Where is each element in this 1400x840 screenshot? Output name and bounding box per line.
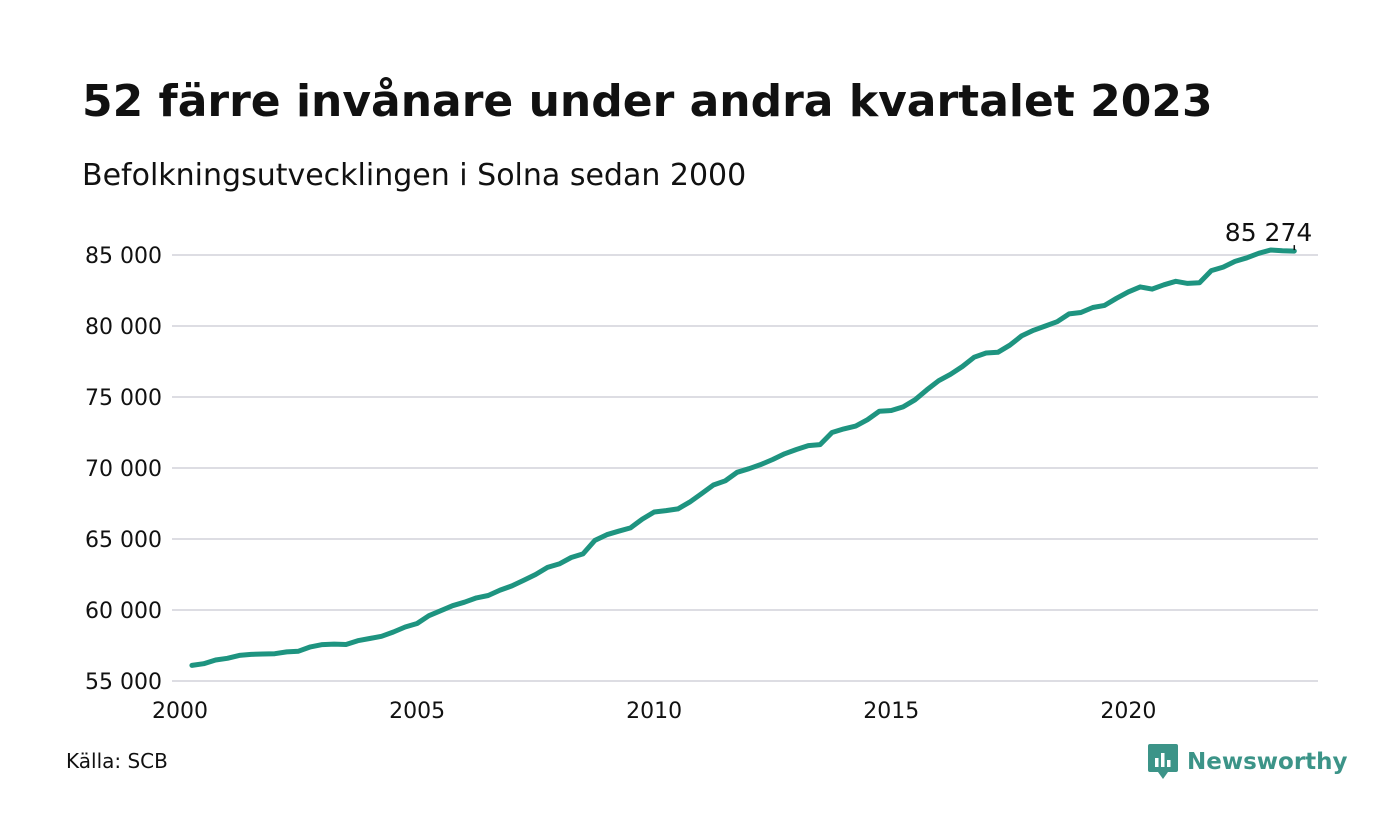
- x-tick-label: 2015: [863, 699, 919, 724]
- x-tick-label: 2020: [1100, 699, 1156, 724]
- end-value-label: 85 274: [1225, 218, 1312, 247]
- source-note: Källa: SCB: [66, 749, 168, 773]
- y-tick-label: 80 000: [85, 315, 162, 340]
- brand-name: Newsworthy: [1187, 749, 1348, 775]
- y-tick-label: 60 000: [85, 599, 162, 624]
- end-annotation: 85 274: [1225, 218, 1312, 251]
- newsworthy-logo-icon: [1148, 744, 1178, 779]
- y-tick-label: 85 000: [85, 244, 162, 269]
- newsworthy-logo: Newsworthy: [1148, 744, 1348, 780]
- y-tick-label: 55 000: [85, 670, 162, 695]
- chart-title: 52 färre invånare under andra kvartalet …: [82, 76, 1213, 127]
- y-tick-label: 65 000: [85, 528, 162, 553]
- x-tick-label: 2000: [152, 699, 208, 724]
- chart-subtitle: Befolkningsutvecklingen i Solna sedan 20…: [82, 158, 747, 193]
- y-axis-ticks: 55 000 60 000 65 000 70 000 75 000 80 000 85 0…: [85, 244, 162, 695]
- y-tick-label: 70 000: [85, 457, 162, 482]
- y-tick-label: 75 000: [85, 386, 162, 411]
- gridlines: [172, 254, 1318, 682]
- x-axis-ticks: 2000 2005 2010 2015 2020: [152, 699, 1156, 724]
- line-chart: 55 000 60 000 65 000 70 000 75 000 80 000 85 0…: [85, 218, 1318, 724]
- series-layer: [189, 247, 1297, 668]
- x-tick-label: 2005: [389, 699, 445, 724]
- population-line: [189, 247, 1297, 668]
- x-tick-label: 2010: [626, 699, 682, 724]
